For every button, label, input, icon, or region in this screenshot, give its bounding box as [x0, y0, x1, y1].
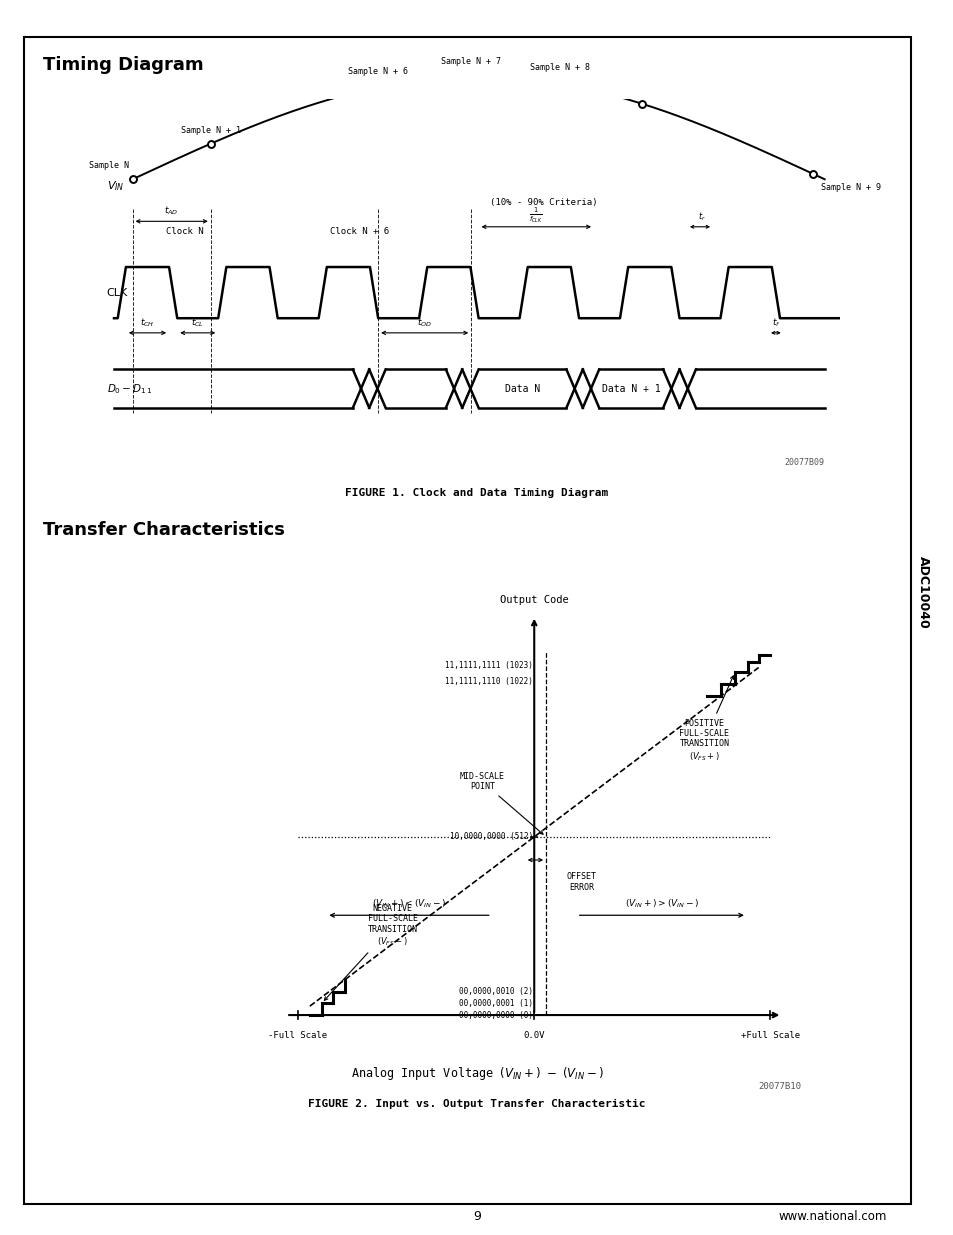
- Text: MID-SCALE
POINT: MID-SCALE POINT: [459, 772, 542, 834]
- Text: $\frac{1}{f_{CLK}}$: $\frac{1}{f_{CLK}}$: [529, 205, 542, 225]
- Text: NEGATIVE
FULL-SCALE
TRANSITION
$(V_{FS}-)$: NEGATIVE FULL-SCALE TRANSITION $(V_{FS}-…: [324, 904, 417, 1000]
- Text: 00,0000,0010 (2): 00,0000,0010 (2): [458, 988, 533, 997]
- Text: POSITIVE
FULL-SCALE
TRANSITION
$(V_{FS}+)$: POSITIVE FULL-SCALE TRANSITION $(V_{FS}+…: [679, 676, 733, 763]
- Text: OFFSET
ERROR: OFFSET ERROR: [566, 872, 596, 892]
- Text: 10,0000,0000 (512): 10,0000,0000 (512): [449, 832, 533, 841]
- Text: Clock N + 6: Clock N + 6: [330, 227, 389, 236]
- Text: 20077B09: 20077B09: [783, 457, 823, 467]
- Text: Sample N + 6: Sample N + 6: [348, 68, 408, 77]
- Text: 11,1111,1111 (1023): 11,1111,1111 (1023): [445, 661, 533, 671]
- Text: 00,0000,0000 (0): 00,0000,0000 (0): [458, 1010, 533, 1020]
- Text: $t_{AD}$: $t_{AD}$: [164, 205, 179, 217]
- Text: FIGURE 1. Clock and Data Timing Diagram: FIGURE 1. Clock and Data Timing Diagram: [345, 488, 608, 499]
- Text: Sample N + 9: Sample N + 9: [820, 183, 880, 193]
- Text: Analog Input Voltage $(V_{IN}+)\ -\ (V_{IN}-)$: Analog Input Voltage $(V_{IN}+)\ -\ (V_{…: [351, 1065, 602, 1082]
- Text: $t_{OD}$: $t_{OD}$: [416, 316, 432, 329]
- Text: Sample N + 7: Sample N + 7: [440, 57, 500, 65]
- Text: 9: 9: [473, 1210, 480, 1223]
- Text: Sample N: Sample N: [89, 161, 129, 170]
- Text: $t_{CH}$: $t_{CH}$: [140, 316, 154, 329]
- Text: Timing Diagram: Timing Diagram: [43, 56, 203, 74]
- Text: 0.0V: 0.0V: [523, 1031, 544, 1040]
- Text: $t_f$: $t_f$: [771, 316, 780, 329]
- Text: Output Code: Output Code: [499, 595, 568, 605]
- Text: CLK: CLK: [107, 288, 128, 298]
- Text: (10% - 90% Criteria): (10% - 90% Criteria): [489, 198, 597, 206]
- Text: Sample N + 8: Sample N + 8: [530, 63, 590, 73]
- Text: Sample N + 1: Sample N + 1: [180, 126, 240, 135]
- Text: $t_r$: $t_r$: [698, 210, 705, 224]
- Text: $(V_{IN}+) > (V_{IN}-)$: $(V_{IN}+) > (V_{IN}-)$: [624, 898, 699, 910]
- Text: 11,1111,1110 (1022): 11,1111,1110 (1022): [445, 677, 533, 687]
- Text: +Full Scale: +Full Scale: [740, 1031, 800, 1040]
- Text: ADC10040: ADC10040: [916, 557, 929, 629]
- Text: 20077B10: 20077B10: [758, 1082, 801, 1092]
- Text: Data N + 1: Data N + 1: [601, 384, 659, 394]
- Text: $(V_{IN}+) < (V_{IN}-)$: $(V_{IN}+) < (V_{IN}-)$: [372, 898, 446, 910]
- Text: $t_{CL}$: $t_{CL}$: [191, 316, 204, 329]
- Text: 00,0000,0001 (1): 00,0000,0001 (1): [458, 999, 533, 1008]
- Text: $V_{IN}$: $V_{IN}$: [107, 179, 124, 194]
- Text: -Full Scale: -Full Scale: [268, 1031, 327, 1040]
- Text: Clock N: Clock N: [166, 227, 203, 236]
- Text: FIGURE 2. Input vs. Output Transfer Characteristic: FIGURE 2. Input vs. Output Transfer Char…: [308, 1098, 645, 1109]
- Text: Transfer Characteristics: Transfer Characteristics: [43, 521, 285, 540]
- Text: www.national.com: www.national.com: [778, 1210, 886, 1223]
- Text: $D_0-D_{1\,1}$: $D_0-D_{1\,1}$: [107, 382, 152, 395]
- Text: Data N: Data N: [504, 384, 539, 394]
